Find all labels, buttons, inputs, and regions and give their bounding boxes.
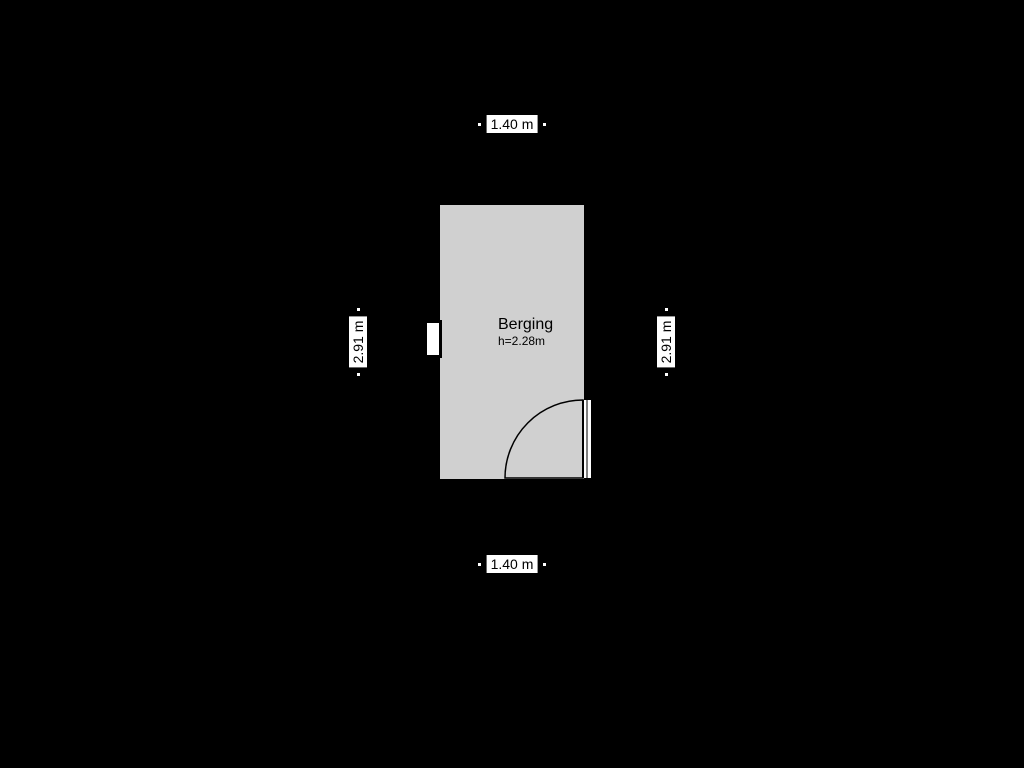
floorplan-canvas: Berging h=2.28m 1.40 m 1.40 m 2.91 m 2.9… — [0, 0, 1024, 768]
room-berging: Berging h=2.28m — [432, 197, 592, 487]
dimension-right: 2.91 m — [657, 317, 675, 368]
dim-tick — [478, 123, 481, 126]
dim-tick — [543, 563, 546, 566]
dim-tick — [478, 563, 481, 566]
room-name: Berging — [498, 315, 553, 334]
dim-tick — [665, 373, 668, 376]
dim-tick — [665, 308, 668, 311]
dim-tick — [357, 308, 360, 311]
dimension-bottom: 1.40 m — [487, 555, 538, 573]
dim-tick — [357, 373, 360, 376]
room-height-label: h=2.28m — [498, 334, 553, 348]
dimension-left: 2.91 m — [349, 317, 367, 368]
room-label: Berging h=2.28m — [498, 315, 553, 349]
window-icon — [424, 320, 442, 358]
dim-tick — [543, 123, 546, 126]
dimension-top: 1.40 m — [487, 115, 538, 133]
